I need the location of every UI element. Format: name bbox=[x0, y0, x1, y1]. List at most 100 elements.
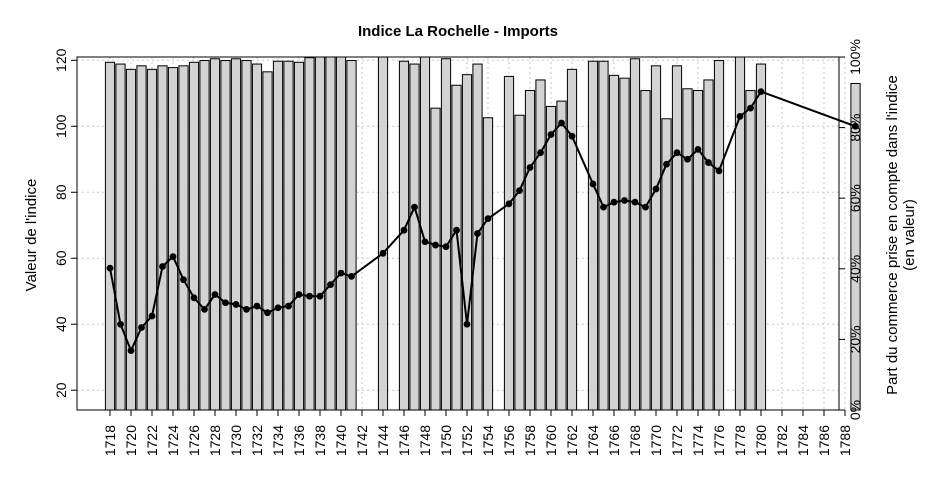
data-point bbox=[453, 226, 460, 234]
bar bbox=[619, 77, 630, 411]
x-tick-label: 1762 bbox=[564, 425, 580, 456]
data-point bbox=[180, 276, 187, 284]
left-tick-label: 40 bbox=[53, 316, 69, 332]
x-tick-label: 1780 bbox=[753, 425, 769, 456]
data-point bbox=[432, 241, 439, 249]
data-point bbox=[568, 132, 576, 140]
bar bbox=[545, 105, 557, 411]
bar bbox=[115, 63, 126, 411]
right-tick-label: 80% bbox=[847, 114, 863, 142]
data-point bbox=[463, 320, 471, 328]
x-tick-label: 1766 bbox=[606, 425, 622, 456]
x-tick-label: 1772 bbox=[669, 425, 685, 456]
bar bbox=[230, 58, 242, 411]
data-point bbox=[642, 203, 649, 211]
x-tick-label: 1782 bbox=[774, 425, 790, 456]
x-tick-label: 1778 bbox=[732, 425, 748, 456]
bar bbox=[262, 71, 273, 411]
data-point bbox=[442, 243, 450, 251]
right-y-axis: 0% 20% 40% 60% 80% 100% bbox=[839, 39, 863, 420]
data-point bbox=[253, 302, 261, 310]
x-tick-label: 1748 bbox=[417, 425, 433, 456]
x-tick-label: 1742 bbox=[354, 425, 370, 456]
y-axis-right-title-line2: (en valeur) bbox=[901, 199, 918, 271]
x-tick-label: 1740 bbox=[333, 425, 349, 456]
x-axis: 1718 1720 1722 1724 1726 1728 1730 1732 1734 1736… bbox=[102, 410, 853, 456]
x-tick-label: 1776 bbox=[711, 425, 727, 456]
right-tick-label: 60% bbox=[847, 184, 863, 212]
index-line bbox=[109, 90, 856, 354]
x-tick-label: 1726 bbox=[186, 425, 202, 456]
x-tick-label: 1774 bbox=[690, 425, 706, 456]
data-point bbox=[621, 197, 628, 204]
data-point bbox=[600, 203, 607, 211]
bar bbox=[734, 56, 746, 411]
data-point bbox=[274, 304, 282, 312]
bar bbox=[556, 100, 567, 411]
bar bbox=[451, 84, 462, 411]
right-tick-label: 0% bbox=[847, 400, 863, 420]
chart-title: Indice La Rochelle - Imports bbox=[358, 23, 558, 40]
bar bbox=[178, 65, 189, 411]
data-point bbox=[537, 149, 544, 157]
data-point bbox=[379, 249, 387, 257]
x-tick-label: 1752 bbox=[459, 425, 475, 456]
bar bbox=[314, 56, 326, 411]
x-tick-label: 1718 bbox=[102, 425, 118, 456]
data-point bbox=[316, 292, 324, 300]
bar bbox=[514, 114, 525, 411]
left-tick-label: 20 bbox=[53, 382, 69, 398]
bar bbox=[167, 67, 179, 411]
data-point bbox=[673, 149, 681, 157]
bar bbox=[608, 74, 620, 411]
bar bbox=[430, 107, 441, 411]
bar bbox=[682, 88, 693, 411]
data-point bbox=[526, 164, 534, 171]
data-point bbox=[757, 88, 765, 96]
data-point bbox=[264, 309, 271, 317]
left-tick-label: 80 bbox=[53, 184, 69, 200]
x-tick-label: 1756 bbox=[501, 425, 517, 456]
data-point bbox=[547, 131, 555, 138]
data-point bbox=[747, 104, 754, 112]
plot-frame bbox=[76, 56, 840, 411]
data-point bbox=[400, 226, 408, 234]
bar bbox=[398, 60, 410, 411]
x-tick-label: 1732 bbox=[249, 425, 265, 456]
bar bbox=[524, 90, 536, 411]
data-point bbox=[106, 264, 114, 272]
x-tick-label: 1736 bbox=[291, 425, 307, 456]
data-point bbox=[138, 324, 145, 331]
bar bbox=[850, 82, 861, 411]
data-point bbox=[505, 200, 513, 208]
data-point bbox=[190, 294, 198, 302]
bar bbox=[503, 75, 515, 411]
data-point bbox=[589, 180, 597, 188]
x-tick-label: 1746 bbox=[396, 425, 412, 456]
bar bbox=[209, 58, 221, 411]
x-tick-label: 1764 bbox=[585, 425, 601, 456]
bar bbox=[346, 60, 357, 411]
left-tick-label: 60 bbox=[53, 250, 69, 266]
y-axis-right-title-line1: Part du commerce prise en compte dans l'… bbox=[884, 75, 901, 395]
bar bbox=[220, 60, 231, 411]
bar bbox=[335, 56, 347, 411]
bar bbox=[629, 58, 641, 411]
data-point bbox=[201, 305, 208, 313]
x-tick-label: 1788 bbox=[837, 425, 853, 456]
data-point bbox=[652, 185, 660, 193]
x-tick-label: 1754 bbox=[480, 425, 496, 456]
data-point bbox=[852, 122, 859, 130]
bar bbox=[692, 90, 704, 411]
data-point bbox=[211, 291, 219, 298]
right-tick-label: 100% bbox=[847, 39, 863, 75]
x-tick-label: 1750 bbox=[438, 425, 454, 456]
right-tick-label: 40% bbox=[847, 255, 863, 283]
data-point bbox=[117, 320, 124, 328]
bar bbox=[566, 68, 578, 411]
data-point bbox=[663, 160, 670, 168]
bar bbox=[587, 60, 599, 411]
bar bbox=[409, 63, 420, 411]
x-tick-label: 1760 bbox=[543, 425, 559, 456]
bar bbox=[598, 60, 609, 411]
